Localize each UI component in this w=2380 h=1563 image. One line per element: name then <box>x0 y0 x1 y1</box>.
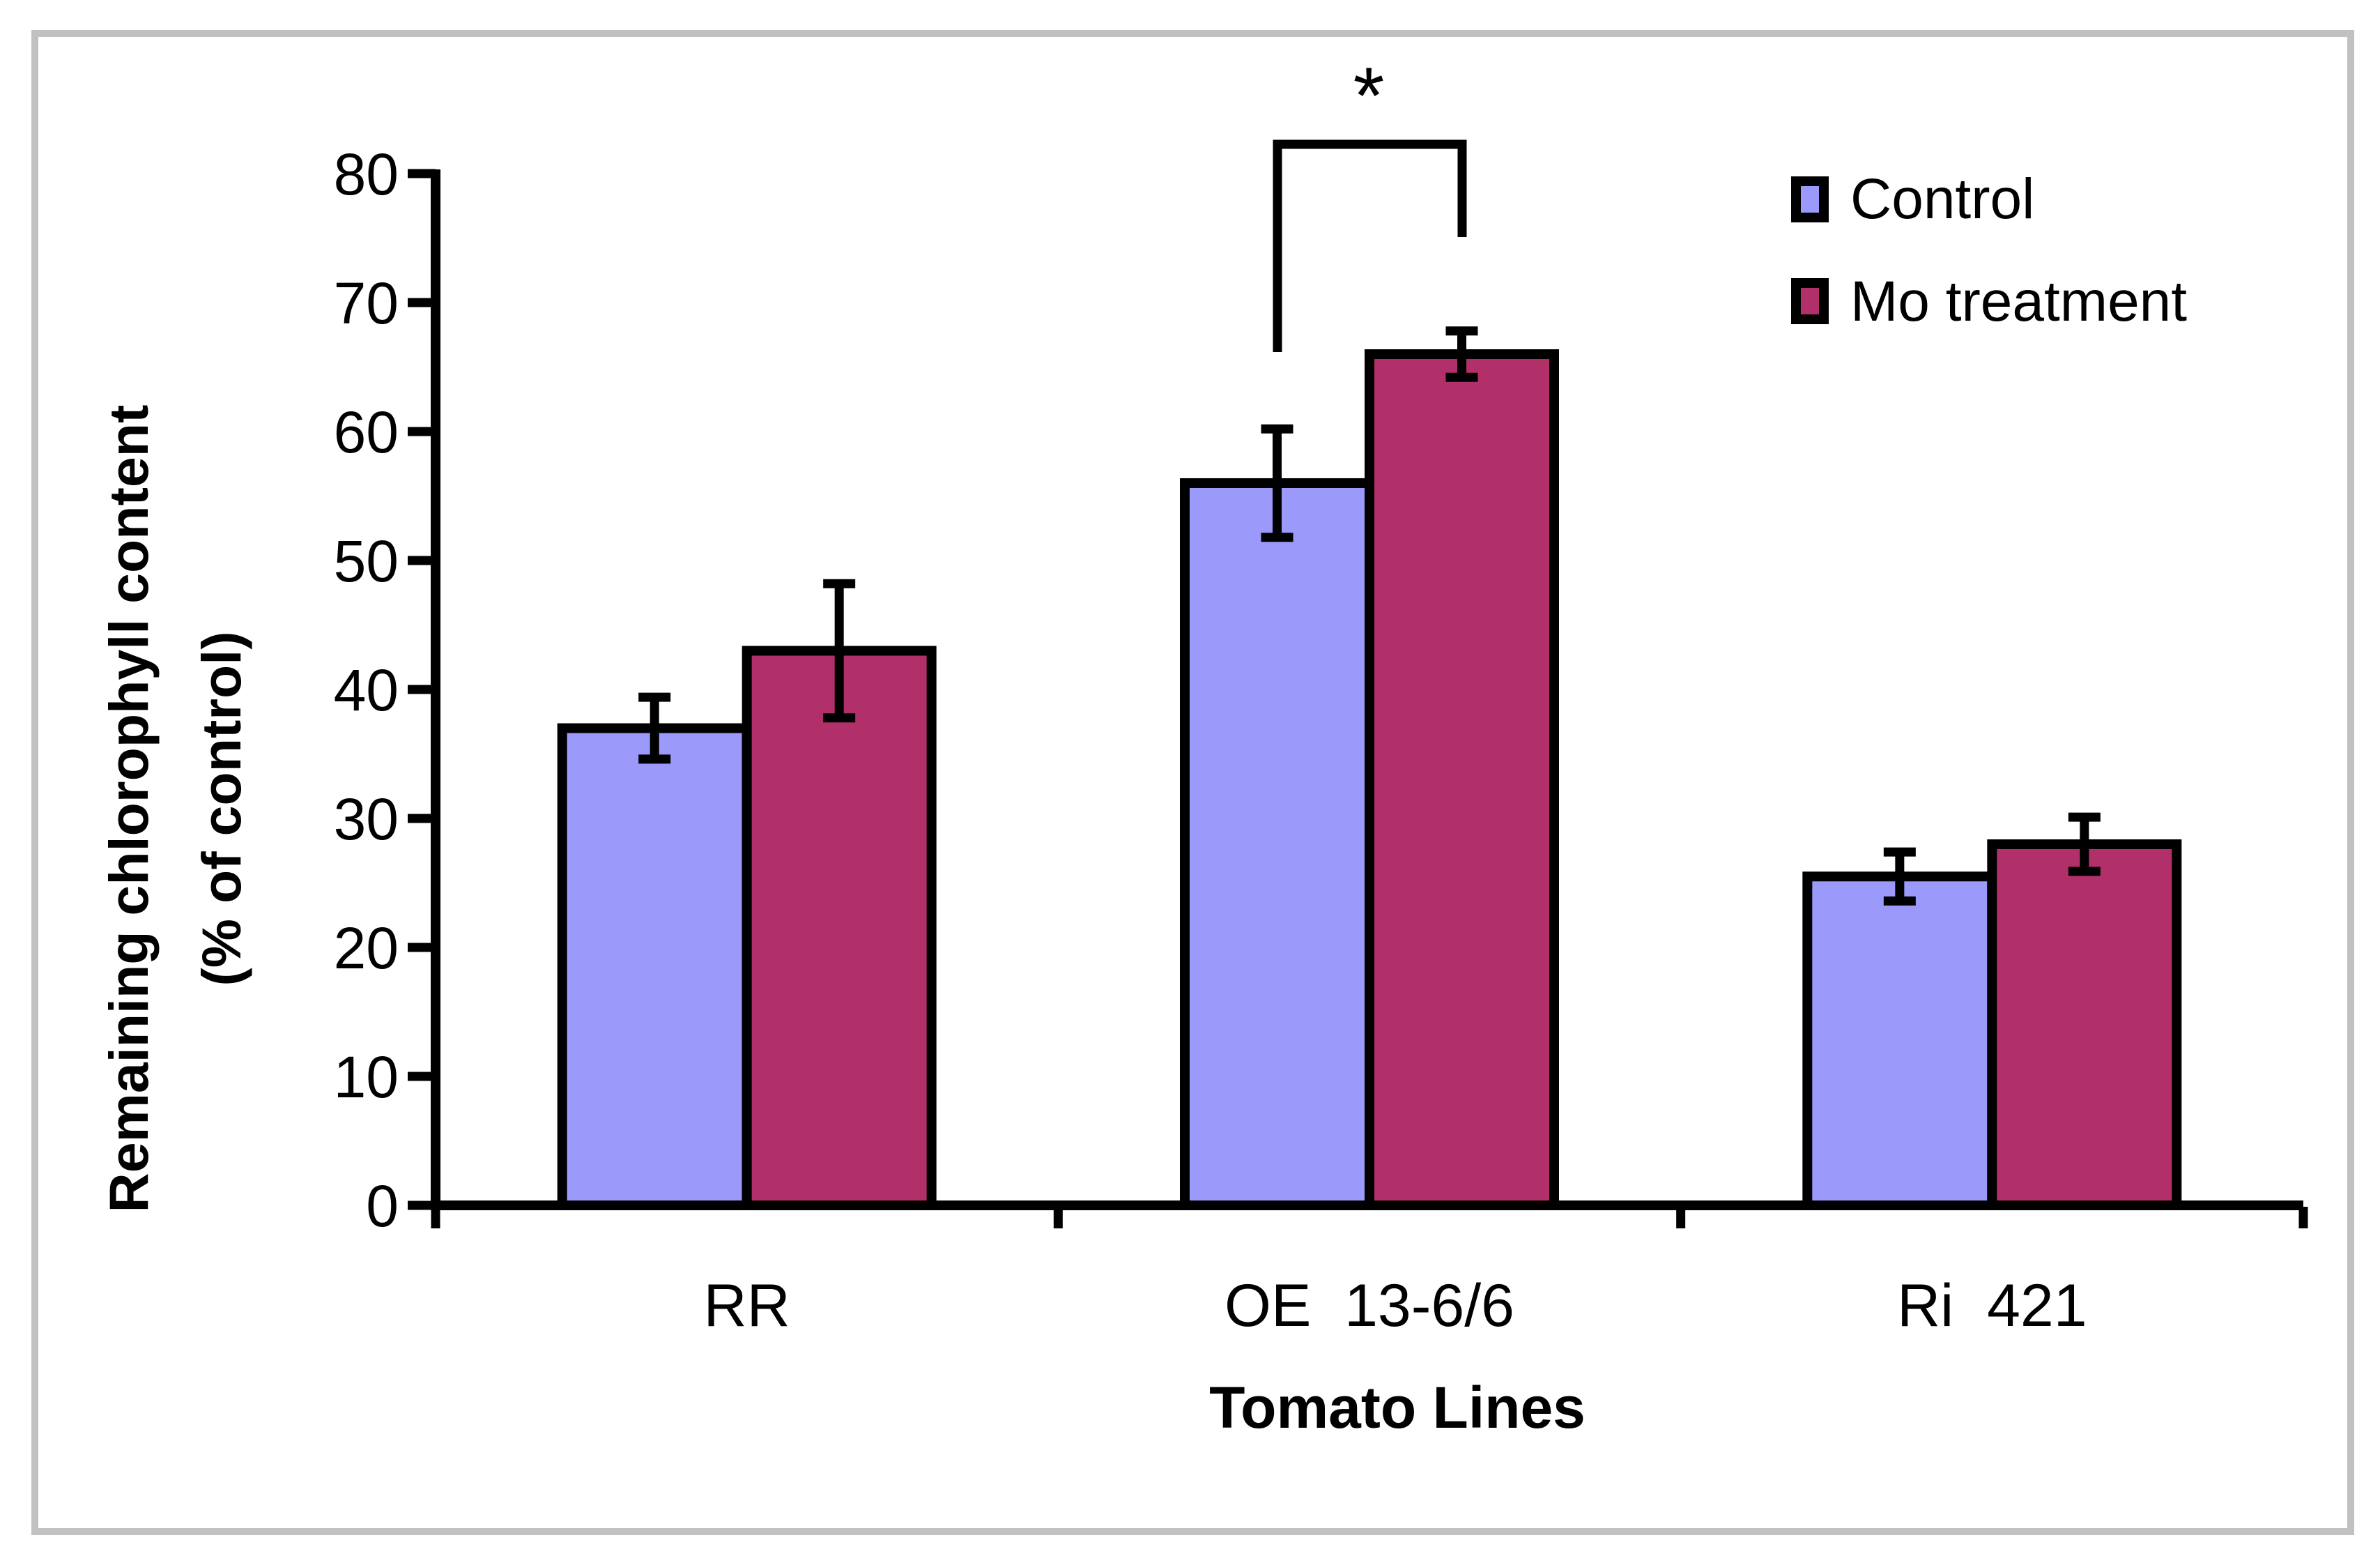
y-tick-label: 20 <box>334 915 399 981</box>
legend: Control Mo treatment <box>1791 167 2187 333</box>
legend-item: Control <box>1791 167 2034 231</box>
category-label: OE 13-6/6 <box>1224 1272 1514 1339</box>
significance-bracket <box>1273 139 1467 352</box>
y-tick-label: 0 <box>366 1173 399 1239</box>
bar-group <box>1802 812 2182 1210</box>
legend-label: Control <box>1850 167 2034 231</box>
y-tick-label: 30 <box>334 786 399 852</box>
y-tick-label: 50 <box>334 528 399 594</box>
x-axis-title: Tomato Lines <box>1209 1375 1586 1440</box>
significance-asterisk: * <box>1353 52 1385 141</box>
y-tick-label: 60 <box>334 399 399 465</box>
y-tick-label: 70 <box>334 270 399 336</box>
bar-groups: RR OE 13-6/6 Ri 421 <box>557 326 2182 1339</box>
y-axis-ticks: 0 10 20 30 40 50 60 70 80 <box>334 142 436 1239</box>
bar-group <box>557 579 937 1210</box>
bar-mo-treatment <box>1365 349 1559 1210</box>
category-label: RR <box>704 1272 790 1339</box>
category-label: Ri 421 <box>1897 1272 2087 1339</box>
legend-label: Mo treatment <box>1850 270 2187 333</box>
bar-mo-treatment <box>1987 839 2182 1210</box>
bar-control <box>1180 478 1374 1210</box>
y-axis-title-line1: Remaining chlorophyll content <box>98 405 160 1213</box>
y-tick-label: 80 <box>334 142 399 207</box>
x-axis-ticks <box>431 1207 2308 1228</box>
legend-swatch-control <box>1791 176 1829 222</box>
legend-item: Mo treatment <box>1791 270 2187 333</box>
bar-control <box>1802 871 1997 1210</box>
bar-mo-treatment <box>742 646 937 1210</box>
y-tick-label: 10 <box>334 1044 399 1110</box>
legend-swatch-mo-treatment <box>1791 278 1829 324</box>
bar-group <box>1180 326 1559 1210</box>
y-axis-title-line2: (% of control) <box>190 631 252 986</box>
y-tick-label: 40 <box>334 657 399 723</box>
figure-frame <box>31 30 2354 1535</box>
bar-control <box>557 723 752 1210</box>
